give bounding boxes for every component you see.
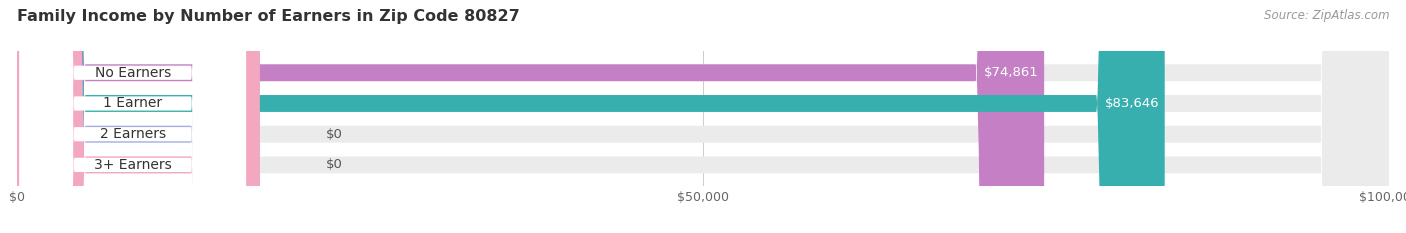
- FancyBboxPatch shape: [17, 0, 1389, 233]
- Text: 1 Earner: 1 Earner: [103, 96, 162, 110]
- Text: $0: $0: [326, 158, 343, 171]
- FancyBboxPatch shape: [20, 0, 246, 233]
- FancyBboxPatch shape: [20, 0, 246, 233]
- FancyBboxPatch shape: [17, 0, 260, 233]
- FancyBboxPatch shape: [17, 0, 1164, 233]
- FancyBboxPatch shape: [17, 0, 1389, 233]
- Text: 2 Earners: 2 Earners: [100, 127, 166, 141]
- Text: $83,646: $83,646: [1105, 97, 1159, 110]
- FancyBboxPatch shape: [17, 0, 1389, 233]
- Text: No Earners: No Earners: [94, 66, 172, 80]
- Text: Source: ZipAtlas.com: Source: ZipAtlas.com: [1264, 9, 1389, 22]
- FancyBboxPatch shape: [20, 0, 246, 233]
- FancyBboxPatch shape: [17, 0, 1389, 233]
- Text: Family Income by Number of Earners in Zip Code 80827: Family Income by Number of Earners in Zi…: [17, 9, 520, 24]
- Text: $0: $0: [326, 128, 343, 141]
- Text: 3+ Earners: 3+ Earners: [94, 158, 172, 172]
- FancyBboxPatch shape: [17, 0, 260, 233]
- Text: $74,861: $74,861: [984, 66, 1039, 79]
- FancyBboxPatch shape: [20, 0, 246, 233]
- FancyBboxPatch shape: [17, 0, 1045, 233]
